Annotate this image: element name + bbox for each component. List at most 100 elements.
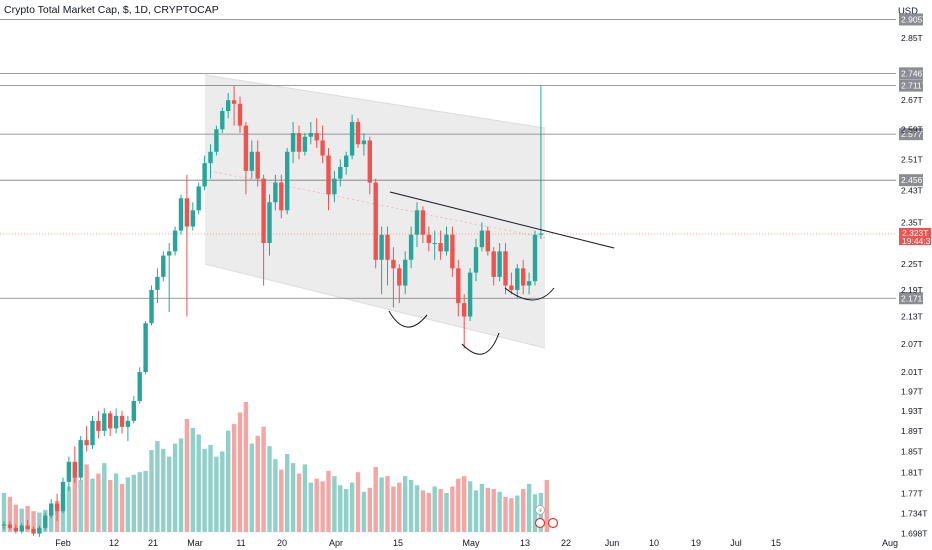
candle-body	[338, 167, 343, 179]
volume-bar	[167, 456, 172, 532]
candle-body	[155, 276, 160, 290]
volume-bar	[108, 480, 113, 532]
candle-body	[226, 100, 231, 112]
candle-body	[172, 230, 178, 252]
volume-bar	[444, 493, 449, 532]
volume-bar	[214, 456, 219, 532]
right-shoulder-arc	[504, 287, 555, 301]
y-tick-label: 2.59T	[901, 124, 923, 134]
volume-bars	[1, 402, 549, 532]
volume-bar	[226, 430, 231, 532]
volume-bar	[285, 454, 290, 532]
currency-label: USD	[897, 6, 918, 17]
candle-body	[497, 251, 502, 277]
volume-bar	[338, 485, 343, 532]
volume-bar	[420, 490, 426, 532]
candle-body	[462, 303, 467, 317]
volume-bar	[37, 512, 42, 532]
candle-body	[137, 372, 142, 402]
x-tick-label: Jun	[605, 538, 620, 548]
volume-bar	[25, 506, 30, 532]
volume-bar	[349, 482, 355, 532]
volume-bar	[155, 441, 160, 532]
volume-bar	[526, 483, 532, 532]
y-tick-label: 2.13T	[901, 312, 923, 322]
candle-body	[290, 133, 296, 152]
volume-bar	[320, 481, 325, 532]
candle-body	[113, 415, 119, 429]
candle-body	[279, 182, 284, 211]
candle-body	[332, 178, 337, 195]
candle-body	[379, 234, 384, 260]
volume-bar	[290, 463, 296, 532]
y-tick-label: 2.51T	[901, 154, 923, 164]
volume-bar	[273, 459, 278, 532]
volume-bar	[326, 470, 331, 532]
volume-bar	[249, 443, 254, 532]
volume-bar	[190, 428, 195, 532]
candle-body	[261, 178, 266, 244]
candle-body	[196, 186, 201, 211]
candle-body	[403, 259, 408, 286]
volume-bar	[102, 463, 107, 532]
candle-body	[54, 503, 60, 512]
y-tick-label: 2.25T	[901, 259, 923, 269]
volume-bar	[503, 496, 508, 532]
volume-bar	[438, 489, 443, 532]
volume-bar	[13, 504, 18, 532]
volume-bar	[72, 472, 77, 532]
y-tick-label: 1.97T	[901, 386, 923, 396]
candle-body	[237, 103, 243, 126]
volume-bar	[414, 485, 420, 532]
volume-bar	[7, 496, 13, 532]
candle-body	[385, 234, 390, 260]
candle-body	[214, 129, 219, 152]
volume-bar	[485, 487, 490, 532]
candle-body	[167, 251, 172, 256]
candle-body	[119, 415, 125, 427]
volume-bar	[196, 434, 201, 532]
candle-body	[515, 268, 520, 290]
volume-bar	[231, 424, 237, 532]
volume-bar	[90, 478, 95, 532]
volume-bar	[391, 486, 396, 532]
level-tag-label: 2.711T	[901, 81, 927, 91]
volume-bar	[131, 474, 136, 532]
candle-body	[243, 125, 249, 171]
volume-bar	[66, 486, 72, 532]
event-markers[interactable]: ⚡	[534, 505, 559, 529]
candle-body	[408, 234, 414, 260]
level-tag-label: 2.746T	[901, 68, 927, 78]
y-tick-label: 1.81T	[901, 467, 923, 477]
candle-body	[367, 140, 372, 183]
candle-body	[432, 243, 437, 245]
y-tick-label: 2.35T	[901, 217, 923, 227]
volume-bar	[261, 426, 266, 532]
candle-body	[7, 524, 13, 528]
level-tag	[899, 13, 923, 26]
lightning-icon	[535, 505, 545, 515]
volume-bar	[237, 412, 243, 532]
volume-bar	[96, 473, 101, 532]
candle-body	[361, 140, 367, 145]
candle-body	[255, 151, 260, 179]
candle-body	[273, 182, 278, 203]
x-tick-label: Jul	[730, 538, 742, 548]
level-tag	[899, 128, 923, 141]
candle-body	[178, 198, 184, 231]
candle-body	[444, 234, 449, 252]
candle-body	[208, 151, 213, 164]
volume-bar	[78, 480, 83, 532]
candle-body	[373, 182, 378, 260]
head-arc	[461, 332, 500, 355]
candle-body	[231, 100, 237, 104]
candle-body	[296, 133, 302, 152]
y-tick-label: 2.01T	[901, 367, 923, 377]
level-tag	[899, 79, 923, 92]
candle-body	[37, 527, 42, 534]
current-price-value: 2.323T	[902, 228, 928, 238]
candle-body	[60, 481, 66, 512]
y-tick-label: 2.67T	[901, 95, 923, 105]
volume-bar	[367, 487, 372, 532]
